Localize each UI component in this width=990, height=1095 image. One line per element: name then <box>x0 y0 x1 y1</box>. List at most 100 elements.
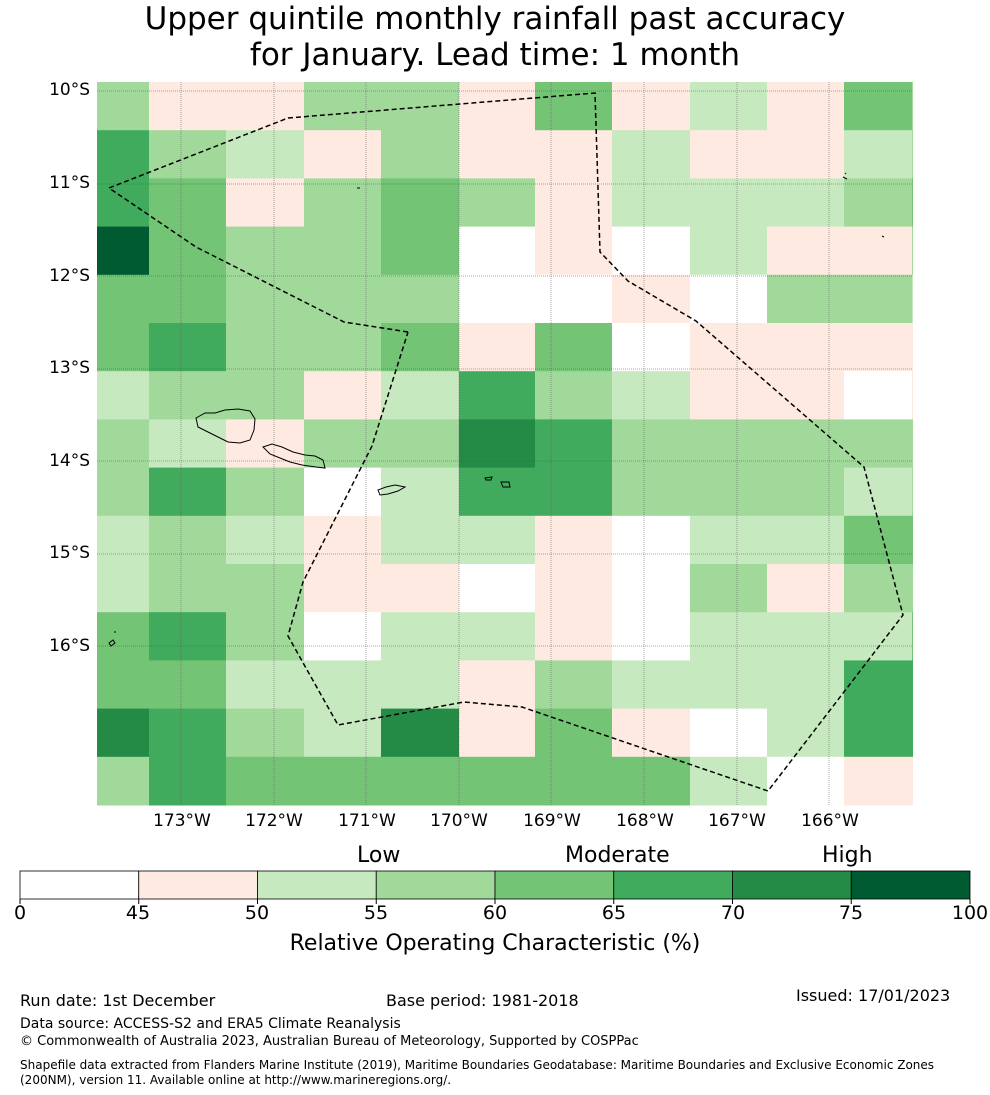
grid-cell <box>459 756 535 806</box>
islet-tokelau <box>842 172 848 180</box>
grid-cell <box>459 226 535 276</box>
tutuila-island <box>377 484 407 496</box>
grid-cell <box>459 419 535 469</box>
grid-cell <box>226 274 304 324</box>
grid-cell <box>459 274 535 324</box>
grid-cell <box>844 756 912 806</box>
lat-label-16s: 16°S <box>49 636 90 656</box>
grid-cell <box>381 467 459 517</box>
grid-cell <box>226 178 304 228</box>
grid-cell <box>535 612 612 661</box>
grid-cell <box>767 82 844 131</box>
grid-cell <box>912 130 913 179</box>
grid-cell <box>535 130 612 179</box>
colorbar-segment <box>257 870 377 900</box>
grid-cell <box>844 274 912 324</box>
manua-island-ofu <box>484 476 493 481</box>
grid-cell <box>149 660 226 710</box>
category-label-moderate: Moderate <box>565 843 670 868</box>
grid-cell <box>97 467 149 517</box>
grid-cell <box>612 660 690 710</box>
colorbar-tick-55: 55 <box>363 902 389 924</box>
grid-cell <box>767 756 844 806</box>
grid-cell <box>844 467 912 517</box>
issued-date: Issued: 17/01/2023 <box>796 986 951 1005</box>
grid-cell <box>97 612 149 661</box>
grid-cell <box>97 274 149 324</box>
grid-cell <box>690 612 767 661</box>
grid-cell <box>97 515 149 565</box>
grid-cell <box>912 708 913 758</box>
colorbar-segment <box>850 870 971 900</box>
islet-west <box>108 639 116 647</box>
grid-cell <box>612 419 690 469</box>
colorbar-tick-0: 0 <box>13 902 27 924</box>
colorbar-tick-100: 100 <box>951 902 989 924</box>
grid-cell <box>459 467 535 517</box>
grid-cell <box>304 274 381 324</box>
colorbar-title: Relative Operating Characteristic (%) <box>289 931 701 956</box>
grid-cell <box>535 756 612 806</box>
grid-cell <box>381 612 459 661</box>
eez-boundary-west <box>107 92 904 792</box>
colorbar-tick-70: 70 <box>720 902 746 924</box>
grid-cell <box>381 178 459 228</box>
grid-cell <box>690 371 767 420</box>
grid-cell <box>844 82 912 131</box>
grid-cell <box>535 467 612 517</box>
grid-cell <box>226 756 304 806</box>
grid-cell <box>844 612 912 661</box>
grid-cell <box>612 226 690 276</box>
lat-label-12s: 12°S <box>49 266 90 286</box>
grid-cell <box>535 419 612 469</box>
grid-cell <box>844 226 912 276</box>
colorbar <box>19 870 971 904</box>
grid-cell <box>767 467 844 517</box>
grid-cell <box>535 82 612 131</box>
lon-label-171w: 171°W <box>338 811 396 831</box>
grid-cell <box>690 660 767 710</box>
grid-cell <box>226 371 304 420</box>
islet-east <box>881 235 885 238</box>
grid-cell <box>149 274 226 324</box>
grid-cell <box>381 226 459 276</box>
colorbar-tick-65: 65 <box>601 902 627 924</box>
grid-cell <box>912 612 913 661</box>
category-label-high: High <box>822 843 873 868</box>
grid-cell <box>459 708 535 758</box>
grid-cell <box>912 515 913 565</box>
grid-cell <box>97 178 149 228</box>
grid-cell <box>459 660 535 710</box>
lon-label-173w: 173°W <box>153 811 211 831</box>
grid-cell <box>304 323 381 372</box>
grid-cell <box>767 515 844 565</box>
colorbar-segment <box>613 870 733 900</box>
lon-label-167w: 167°W <box>708 811 766 831</box>
grid-cell <box>690 274 767 324</box>
grid-cell <box>304 419 381 469</box>
grid-cell <box>97 130 149 179</box>
grid-cell <box>381 323 459 372</box>
upolu-island <box>262 443 326 469</box>
grid-cell <box>226 419 304 469</box>
grid-cell <box>97 660 149 710</box>
run-date: Run date: 1st December <box>20 991 216 1010</box>
chart-title-line-2: for January. Lead time: 1 month <box>249 37 741 73</box>
grid-cell <box>612 564 690 613</box>
grid-cell <box>767 612 844 661</box>
grid-cell <box>844 515 912 565</box>
grid-cell <box>304 178 381 228</box>
savaii-island <box>195 408 256 444</box>
grid-cell <box>149 564 226 613</box>
grid-cell <box>535 178 612 228</box>
grid-cell <box>767 564 844 613</box>
grid-cell <box>304 82 381 131</box>
grid-cell <box>226 515 304 565</box>
grid-cell <box>767 419 844 469</box>
grid-cell <box>612 612 690 661</box>
grid-cell <box>226 226 304 276</box>
grid-cell <box>381 274 459 324</box>
colorbar-segment <box>19 870 140 900</box>
lat-label-10s: 10°S <box>49 80 90 100</box>
